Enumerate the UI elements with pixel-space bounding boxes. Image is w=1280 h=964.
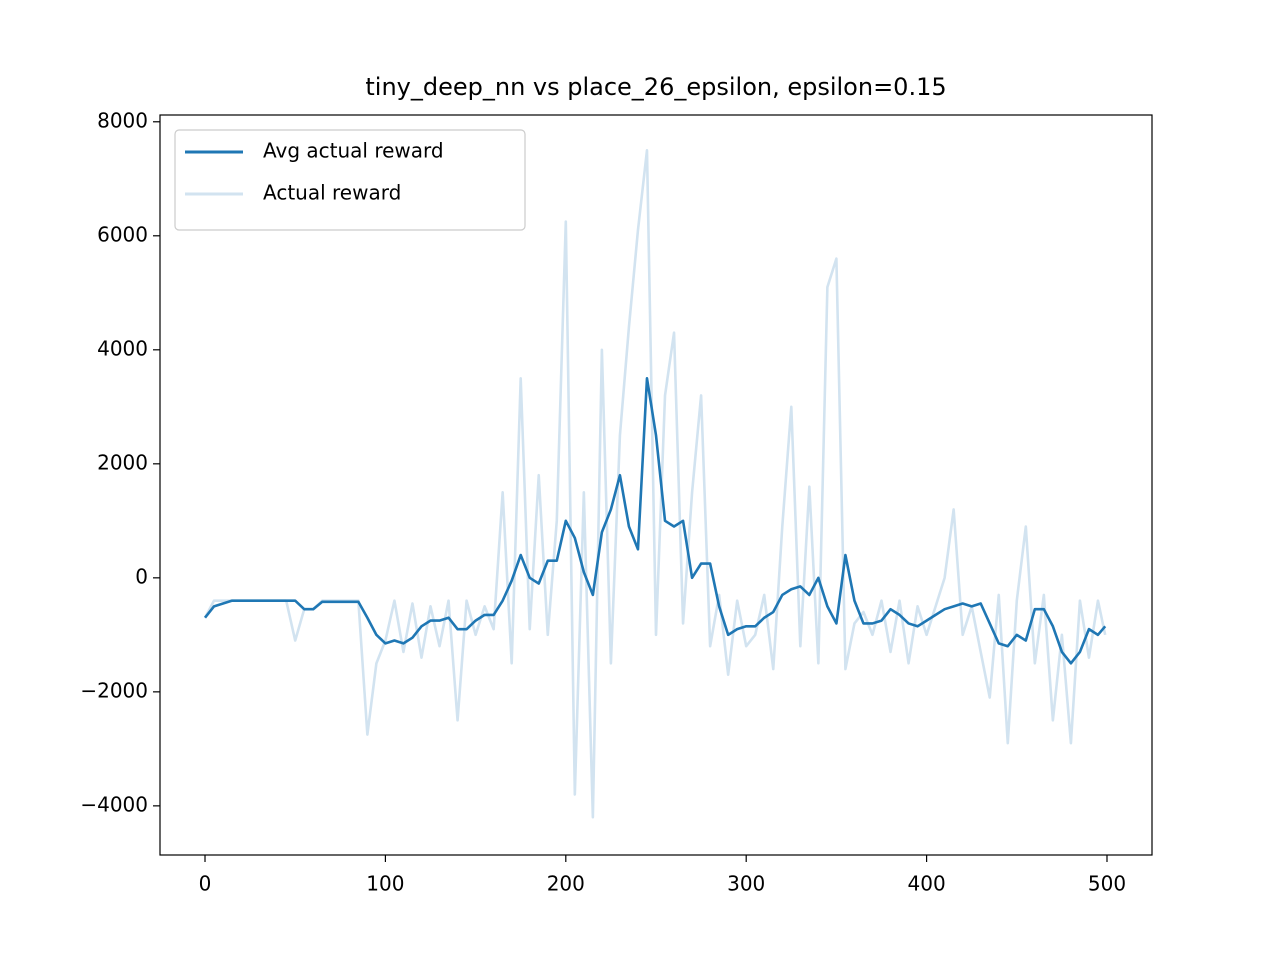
x-tick-label: 200 [547, 872, 585, 896]
y-tick-label: −2000 [80, 678, 148, 702]
x-tick-label: 0 [199, 872, 212, 896]
y-tick-label: −4000 [80, 792, 148, 816]
y-tick-label: 6000 [97, 222, 148, 246]
legend-label: Avg actual reward [263, 139, 444, 163]
legend-label: Actual reward [263, 181, 401, 205]
legend-box [174, 129, 526, 231]
y-tick-label: 8000 [97, 108, 148, 132]
chart-title: tiny_deep_nn vs place_26_epsilon, epsilo… [365, 73, 946, 101]
series-line [203, 377, 1107, 665]
plot-frame [159, 114, 1153, 856]
x-tick-label: 100 [366, 872, 404, 896]
y-tick-label: 2000 [97, 450, 148, 474]
x-tick-label: 400 [908, 872, 946, 896]
x-tick-label: 300 [727, 872, 765, 896]
y-tick-label: 0 [135, 564, 148, 588]
y-tick-label: 4000 [97, 336, 148, 360]
x-tick-label: 500 [1088, 872, 1126, 896]
